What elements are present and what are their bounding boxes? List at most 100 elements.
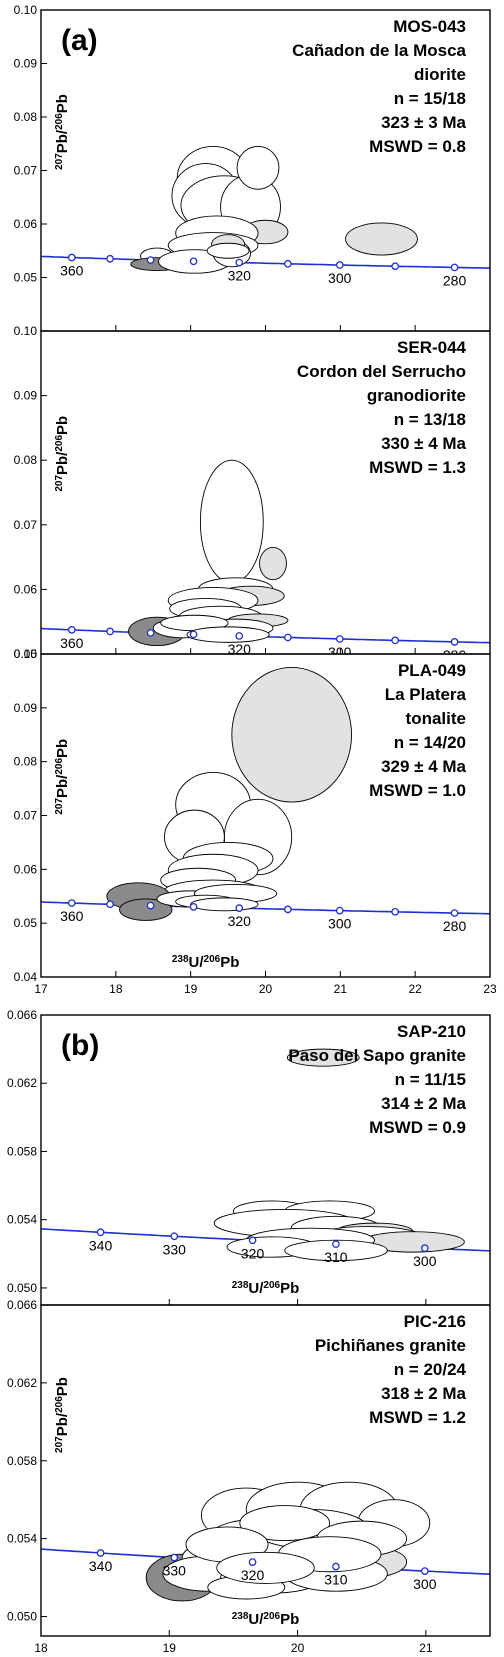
sample-info-line: MSWD = 1.2: [369, 1408, 466, 1427]
age-label: 360: [60, 635, 84, 651]
age-marker: [284, 633, 292, 642]
age-marker: [248, 1558, 257, 1566]
y-tick-label: 0.08: [14, 755, 38, 769]
age-marker: [450, 263, 459, 272]
age-marker: [189, 903, 198, 911]
sample-info-line: n = 13/18: [394, 410, 466, 429]
sample-info-line: PIC-216: [404, 1312, 466, 1331]
y-tick-label: 0.058: [7, 1144, 37, 1158]
age-label: 320: [228, 913, 252, 929]
age-marker: [450, 909, 459, 917]
age-label: 310: [324, 1572, 348, 1588]
y-axis-label: 207Pb/206Pb: [54, 739, 72, 815]
age-label: 320: [241, 1245, 265, 1261]
error-ellipse: [239, 1505, 331, 1542]
age-marker: [106, 900, 114, 909]
sample-info-line: 330 ± 4 Ma: [381, 434, 466, 453]
sample-info-line: PLA-049: [398, 661, 466, 680]
age-label: 280: [443, 918, 467, 934]
sample-info-line: n = 15/18: [394, 89, 466, 108]
sample-info-line: n = 14/20: [394, 733, 466, 752]
age-marker: [170, 1553, 179, 1562]
error-ellipse: [231, 667, 353, 803]
sample-info-line: diorite: [414, 65, 466, 84]
sample-info-line: Cordon del Serrucho: [297, 362, 466, 381]
panel-ser-044: 3603203002800.050.060.070.080.090.10SER-…: [14, 324, 491, 663]
x-tick-label: 21: [334, 982, 348, 996]
age-label: 280: [443, 272, 467, 288]
age-marker: [420, 1244, 429, 1252]
y-tick-label: 0.050: [7, 1281, 37, 1295]
age-label: 300: [413, 1576, 437, 1592]
y-tick-label: 0.08: [14, 453, 38, 467]
age-marker: [248, 1236, 257, 1245]
y-tick-label: 0.06: [14, 217, 38, 231]
panels-group: 360 320 300 280 0.05 0.06 0.07 0.08 0.09 0.10 (a) M…: [7, 3, 497, 1655]
x-tick-label: 23: [483, 982, 497, 996]
age-marker: [67, 899, 76, 907]
x-tick-label: 18: [109, 982, 123, 996]
sample-info-line: MSWD = 0.9: [369, 1118, 466, 1137]
error-ellipse: [259, 546, 287, 581]
y-tick-label: 0.062: [7, 1376, 37, 1390]
y-tick-label: 0.06: [14, 582, 38, 596]
x-tick-label: 20: [291, 1641, 305, 1655]
age-marker: [106, 627, 114, 636]
x-axis-label: 238U/206Pb: [232, 1280, 300, 1298]
age-marker: [146, 629, 155, 637]
error-ellipse: [286, 1048, 360, 1067]
age-label: 330: [163, 1563, 187, 1579]
y-tick-label: 0.054: [7, 1532, 37, 1546]
age-marker: [96, 1228, 105, 1237]
age-marker: [284, 905, 292, 914]
x-tick-label: 19: [163, 1641, 177, 1655]
y-axis-label: 207Pb/206Pb: [54, 416, 72, 492]
age-label: 360: [60, 908, 84, 924]
age-marker: [335, 906, 344, 915]
plot-area: 340 330 320 310 300: [41, 1048, 490, 1269]
y-tick-label: 0.10: [14, 3, 38, 17]
y-tick-label: 0.050: [7, 1610, 37, 1624]
age-label: 330: [163, 1241, 187, 1257]
age-marker: [391, 636, 400, 645]
sample-info-line: MSWD = 0.8: [369, 137, 466, 156]
panel-sap-210: 340 330 320 310 300 0.050 0.054 0.058 0.062 0.066…: [7, 1008, 491, 1306]
x-tick-label: 22: [408, 982, 422, 996]
y-axis-label: 207Pb/206Pb: [54, 1377, 72, 1453]
error-ellipse: [119, 898, 173, 921]
sample-info-line: SAP-210: [397, 1022, 466, 1041]
age-marker: [170, 1232, 179, 1241]
sample-info-line: Paso del Sapo granite: [288, 1046, 466, 1065]
age-marker: [235, 258, 244, 267]
y-tick-label: 0.08: [14, 110, 38, 124]
age-marker: [146, 901, 155, 910]
sample-info-line: n = 20/24: [394, 1360, 467, 1379]
y-tick-label: 0.058: [7, 1454, 37, 1468]
y-tick-label: 0.05: [14, 647, 38, 661]
sample-info-line: 323 ± 3 Ma: [381, 113, 466, 132]
y-tick-label: 0.066: [7, 1298, 37, 1312]
age-marker: [335, 635, 344, 643]
age-label: 320: [228, 641, 252, 657]
y-tick-label: 0.09: [14, 57, 38, 71]
age-marker: [96, 1549, 105, 1557]
error-ellipse: [190, 897, 259, 912]
y-tick-label: 0.09: [14, 701, 38, 715]
y-tick-label: 0.07: [14, 164, 38, 178]
age-marker: [67, 253, 76, 262]
age-marker: [450, 638, 459, 646]
error-ellipse: [199, 459, 264, 584]
sample-info-line: Cañadon de la Mosca: [292, 41, 466, 60]
x-tick-label: 21: [419, 1641, 433, 1655]
y-tick-label: 0.066: [7, 1008, 37, 1022]
age-label: 280: [443, 647, 467, 663]
age-label: 310: [324, 1249, 348, 1265]
sample-info-line: n = 11/15: [395, 1070, 466, 1089]
age-marker: [335, 261, 344, 269]
age-marker: [332, 1240, 340, 1249]
y-tick-label: 0.10: [14, 324, 38, 338]
